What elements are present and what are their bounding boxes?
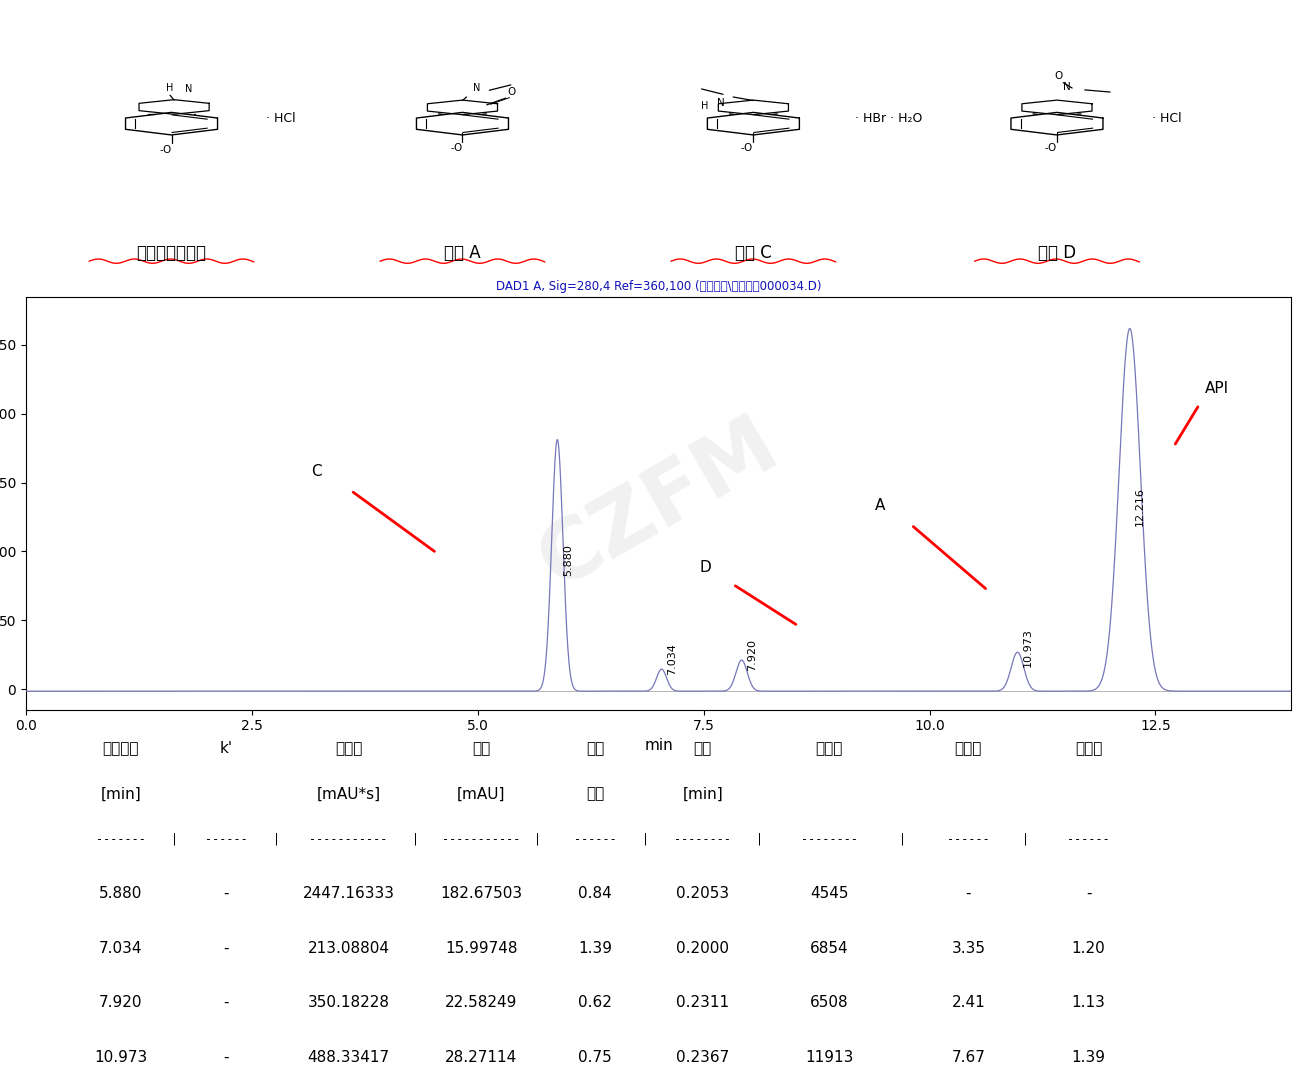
Text: [min]: [min] <box>100 786 141 802</box>
Text: |: | <box>1022 833 1029 846</box>
Text: 350.18228: 350.18228 <box>308 995 390 1011</box>
Text: -: - <box>966 886 971 902</box>
Text: 0.2367: 0.2367 <box>677 1050 729 1065</box>
Text: 杂质 A: 杂质 A <box>445 244 481 261</box>
Text: -----------: ----------- <box>442 833 520 846</box>
Text: 5.880: 5.880 <box>563 544 572 576</box>
Text: · HCl: · HCl <box>266 112 296 125</box>
Text: 3.35: 3.35 <box>952 941 986 956</box>
Text: [mAU]: [mAU] <box>458 786 506 802</box>
Text: |: | <box>533 833 541 846</box>
Text: H: H <box>702 100 709 111</box>
Text: 7.034: 7.034 <box>668 644 677 675</box>
Text: C: C <box>310 464 321 479</box>
Text: 分离度: 分离度 <box>955 741 982 756</box>
Text: 7.920: 7.920 <box>747 639 758 671</box>
Text: |: | <box>171 833 177 846</box>
Text: |: | <box>412 833 419 846</box>
Text: |: | <box>898 833 906 846</box>
Text: 0.2311: 0.2311 <box>677 995 729 1011</box>
Text: k': k' <box>219 741 232 756</box>
Text: 182.67503: 182.67503 <box>441 886 523 902</box>
Text: -O: -O <box>450 144 462 154</box>
Text: |: | <box>273 833 280 846</box>
Text: -: - <box>223 995 228 1011</box>
Text: 塔板数: 塔板数 <box>815 741 842 756</box>
Text: N: N <box>185 84 193 94</box>
Text: 28.27114: 28.27114 <box>445 1050 518 1065</box>
Text: O: O <box>1054 71 1063 81</box>
Text: 峰高: 峰高 <box>472 741 490 756</box>
Text: 峰宽: 峰宽 <box>694 741 712 756</box>
Text: 10.973: 10.973 <box>1022 628 1033 666</box>
Text: -----------: ----------- <box>309 833 387 846</box>
Text: ------: ------ <box>947 833 990 846</box>
Text: [mAU*s]: [mAU*s] <box>317 786 381 802</box>
Text: 11913: 11913 <box>805 1050 853 1065</box>
Text: 10.973: 10.973 <box>94 1050 147 1065</box>
Text: API: API <box>1205 381 1230 396</box>
Text: 0.62: 0.62 <box>579 995 612 1011</box>
Text: O: O <box>507 87 515 97</box>
Text: 对称: 对称 <box>587 741 604 756</box>
Text: -: - <box>223 886 228 902</box>
Text: 选择性: 选择性 <box>1074 741 1102 756</box>
Text: 22.58249: 22.58249 <box>445 995 518 1011</box>
Text: 488.33417: 488.33417 <box>308 1050 390 1065</box>
Text: 6854: 6854 <box>810 941 849 956</box>
Text: 12.216: 12.216 <box>1136 487 1145 526</box>
Text: 1.39: 1.39 <box>1072 1050 1106 1065</box>
Text: 氢溟酸右美沙芬: 氢溟酸右美沙芬 <box>137 244 206 261</box>
Text: -O: -O <box>1045 144 1056 154</box>
Text: · HCl: · HCl <box>1151 112 1181 125</box>
Text: -------: ------- <box>96 833 146 846</box>
Text: 7.920: 7.920 <box>99 995 142 1011</box>
Text: 4545: 4545 <box>810 886 849 902</box>
Text: 0.2053: 0.2053 <box>677 886 729 902</box>
Text: --------: -------- <box>801 833 858 846</box>
Text: 7.67: 7.67 <box>952 1050 986 1065</box>
Text: -O: -O <box>159 145 171 155</box>
Text: N: N <box>1063 82 1071 93</box>
Text: 213.08804: 213.08804 <box>308 941 390 956</box>
Text: -: - <box>223 941 228 956</box>
Text: ------: ------ <box>574 833 617 846</box>
Text: 6508: 6508 <box>810 995 849 1011</box>
X-axis label: min: min <box>644 737 673 752</box>
Text: 1.20: 1.20 <box>1072 941 1106 956</box>
Text: 因子: 因子 <box>587 786 604 802</box>
Text: A: A <box>875 499 885 513</box>
Text: N: N <box>473 83 480 93</box>
Text: -: - <box>223 1050 228 1065</box>
Text: H: H <box>167 84 173 94</box>
Text: ------: ------ <box>1067 833 1110 846</box>
Text: [min]: [min] <box>682 786 724 802</box>
Text: 0.75: 0.75 <box>579 1050 612 1065</box>
Text: 杂质 C: 杂质 C <box>735 244 772 261</box>
Title: DAD1 A, Sig=280,4 Ref=360,100 (右美沙芬\右美沙芬000034.D): DAD1 A, Sig=280,4 Ref=360,100 (右美沙芬\右美沙芬… <box>496 280 822 293</box>
Text: 2.41: 2.41 <box>952 995 986 1011</box>
Text: |: | <box>643 833 649 846</box>
Text: ------: ------ <box>205 833 248 846</box>
Text: CZFM: CZFM <box>526 403 792 603</box>
Text: 7.034: 7.034 <box>99 941 142 956</box>
Text: 杂质 D: 杂质 D <box>1038 244 1076 261</box>
Text: N: N <box>717 98 725 108</box>
Text: -: - <box>1086 886 1091 902</box>
Text: 1.39: 1.39 <box>578 941 613 956</box>
Text: 0.84: 0.84 <box>579 886 612 902</box>
Text: 0.2000: 0.2000 <box>677 941 729 956</box>
Text: D: D <box>699 561 711 575</box>
Text: -O: -O <box>741 144 754 154</box>
Text: 1.13: 1.13 <box>1072 995 1106 1011</box>
Text: 2447.16333: 2447.16333 <box>303 886 395 902</box>
Text: 峰面积: 峰面积 <box>335 741 363 756</box>
Text: 15.99748: 15.99748 <box>445 941 518 956</box>
Text: |: | <box>756 833 763 846</box>
Text: 5.880: 5.880 <box>99 886 142 902</box>
Text: 保留时间: 保留时间 <box>103 741 140 756</box>
Text: --------: -------- <box>674 833 732 846</box>
Text: · HBr · H₂O: · HBr · H₂O <box>854 112 922 125</box>
